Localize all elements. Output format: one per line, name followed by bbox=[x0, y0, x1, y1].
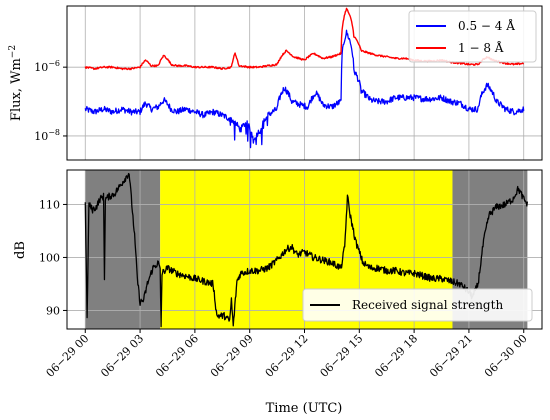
signal-y-axis-title: dB bbox=[13, 241, 28, 259]
flux-legend-label-1: 1 − 8 Å bbox=[458, 40, 504, 55]
flux-plot-frame bbox=[66, 5, 543, 161]
xtick-label-3: 06−29 09 bbox=[208, 332, 256, 380]
flux-legend: 0.5 − 4 Å 1 − 8 Å bbox=[408, 10, 537, 63]
shaded-region-0 bbox=[85, 170, 161, 329]
flux-y-ticks: 10−610−8 bbox=[34, 59, 67, 143]
signal-ytick-label-2: 110 bbox=[39, 198, 60, 211]
xtick-label-1: 06−29 03 bbox=[98, 332, 146, 380]
flux-ytick-exp-0: −6 bbox=[48, 59, 60, 68]
xtick-label-4: 06−29 12 bbox=[263, 332, 311, 380]
x-axis-title: Time (UTC) bbox=[266, 401, 343, 416]
xtick-label-8: 06−30 00 bbox=[482, 332, 530, 380]
flux-legend-box bbox=[408, 10, 537, 63]
flux-y-axis-title: Flux, Wm−2 bbox=[8, 45, 24, 121]
flux-ytick-base-0: 10 bbox=[34, 61, 48, 74]
signal-legend: Received signal strength bbox=[302, 288, 533, 322]
xtick-label-0: 06−29 00 bbox=[44, 332, 92, 380]
signal-y-ticks: 90 100 110 bbox=[39, 198, 67, 317]
xtick-label-6: 06−29 18 bbox=[372, 332, 420, 380]
flux-y-axis-label: Flux, Wm bbox=[9, 58, 24, 121]
signal-ytick-label-1: 100 bbox=[39, 251, 60, 264]
flux-ytick-label-1: 10−8 bbox=[34, 128, 60, 143]
xtick-label-2: 06−29 06 bbox=[153, 332, 201, 380]
signal-legend-box bbox=[302, 288, 533, 322]
flux-ytick-label-0: 10−6 bbox=[34, 59, 60, 74]
signal-series-0 bbox=[84, 172, 529, 328]
flux-y-axis-label-sup: −2 bbox=[8, 45, 18, 58]
signal-series-group bbox=[84, 172, 529, 328]
signal-panel: 90 100 110 06−29 00 06−29 03 06−29 06 06−29 0… bbox=[13, 169, 543, 416]
flux-panel: 10−610−8 Flux, Wm−2 0.5 − 4 Å 1 − 8 Å bbox=[8, 5, 543, 161]
signal-legend-label: Received signal strength bbox=[352, 298, 503, 312]
flux-ytick-exp-1: −8 bbox=[48, 128, 60, 137]
flux-legend-label-0: 0.5 − 4 Å bbox=[458, 18, 515, 33]
signal-x-ticks: 06−29 00 06−29 03 06−29 06 06−29 09 06−29 12… bbox=[44, 329, 530, 380]
flux-series-0 bbox=[84, 29, 525, 149]
signal-ytick-label-0: 90 bbox=[46, 304, 60, 317]
xtick-label-7: 06−29 21 bbox=[427, 332, 475, 380]
flux-ytick-base-1: 10 bbox=[34, 130, 48, 143]
xtick-label-5: 06−29 15 bbox=[318, 332, 366, 380]
